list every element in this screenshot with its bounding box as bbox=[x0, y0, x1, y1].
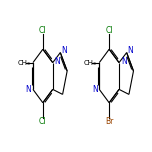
Text: Cl: Cl bbox=[39, 117, 47, 126]
Text: N: N bbox=[121, 57, 126, 66]
Text: N: N bbox=[61, 46, 67, 55]
Text: CH₃: CH₃ bbox=[84, 60, 97, 66]
Text: N: N bbox=[26, 85, 31, 94]
Text: CH₃: CH₃ bbox=[17, 60, 30, 66]
Text: N: N bbox=[54, 57, 60, 66]
Text: N: N bbox=[127, 46, 133, 55]
Text: Cl: Cl bbox=[39, 26, 47, 35]
Text: Br: Br bbox=[105, 117, 113, 126]
Text: Cl: Cl bbox=[105, 26, 113, 35]
Text: N: N bbox=[92, 85, 98, 94]
